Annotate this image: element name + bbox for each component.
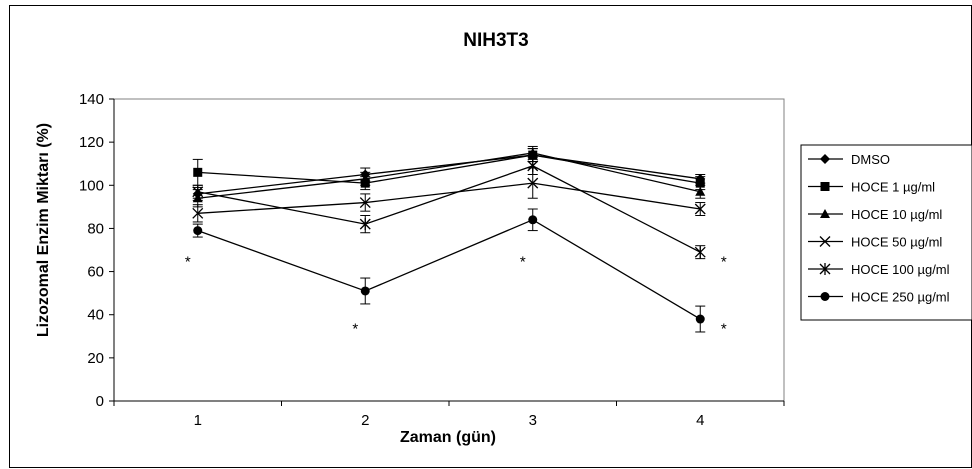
data-point bbox=[193, 167, 203, 177]
y-tick-label: 20 bbox=[87, 350, 104, 367]
series-line bbox=[197, 154, 701, 184]
legend-marker bbox=[820, 209, 830, 218]
legend-item: DMSO bbox=[808, 152, 890, 167]
significance-star: * bbox=[352, 321, 358, 338]
data-point bbox=[359, 197, 371, 209]
legend-marker bbox=[820, 292, 830, 301]
significance-star: * bbox=[721, 321, 727, 338]
chart-title: NIH3T3 bbox=[463, 30, 528, 51]
data-point bbox=[527, 159, 539, 172]
legend-marker bbox=[819, 236, 831, 247]
data-point bbox=[695, 186, 706, 196]
legend-marker bbox=[820, 182, 830, 191]
data-point bbox=[694, 246, 706, 259]
y-tick-label: 100 bbox=[79, 177, 104, 194]
data-point bbox=[695, 314, 705, 324]
series-line bbox=[197, 152, 701, 199]
x-tick-label: 4 bbox=[696, 412, 704, 429]
x-axis-title: Zaman (gün) bbox=[400, 429, 496, 446]
legend-item: HOCE 250 µg/ml bbox=[808, 290, 950, 305]
significance-star: * bbox=[721, 254, 727, 271]
data-point bbox=[192, 207, 204, 219]
y-tick-label: 40 bbox=[87, 307, 104, 324]
legend-marker bbox=[820, 154, 830, 164]
data-point bbox=[528, 215, 538, 225]
legend-item: HOCE 1 µg/ml bbox=[808, 180, 935, 195]
y-axis-title: Lizozomal Enzim Miktarı (%) bbox=[35, 123, 52, 337]
series-line bbox=[197, 219, 701, 320]
y-tick-label: 140 bbox=[79, 91, 104, 108]
data-point bbox=[527, 147, 538, 157]
data-point bbox=[359, 218, 371, 231]
legend-label: HOCE 100 µg/ml bbox=[851, 262, 950, 277]
series-line bbox=[197, 154, 701, 195]
data-point bbox=[694, 203, 706, 215]
legend-label: HOCE 50 µg/ml bbox=[851, 235, 942, 250]
legend-label: HOCE 250 µg/ml bbox=[851, 290, 950, 305]
legend-item: HOCE 10 µg/ml bbox=[808, 207, 942, 222]
x-tick-label: 1 bbox=[194, 412, 202, 429]
data-point bbox=[193, 226, 203, 236]
data-point bbox=[192, 185, 204, 198]
y-tick-label: 120 bbox=[79, 134, 104, 151]
legend-marker bbox=[819, 263, 831, 275]
plot-area: 0 20 40 60 80 100 120 140 1 2 3 4 * * * * * bbox=[79, 91, 785, 429]
legend-item: HOCE 100 µg/ml bbox=[808, 262, 950, 277]
data-point bbox=[527, 177, 539, 189]
series-asterisk bbox=[192, 156, 706, 260]
data-point bbox=[695, 178, 705, 188]
legend-label: DMSO bbox=[851, 152, 890, 167]
x-tick-label: 3 bbox=[529, 412, 537, 429]
data-point bbox=[360, 286, 370, 296]
legend: DMSO HOCE 1 µg/ml HOCE 10 µg/ml HOCE 50 µg/… bbox=[800, 144, 972, 321]
y-tick-label: 80 bbox=[87, 220, 104, 237]
series-line bbox=[197, 165, 701, 253]
legend-box bbox=[800, 144, 972, 321]
x-tick-label: 2 bbox=[361, 412, 369, 429]
significance-star: * bbox=[520, 254, 526, 271]
y-tick-label: 60 bbox=[87, 264, 104, 281]
legend-item: HOCE 50 µg/ml bbox=[808, 235, 942, 250]
series-circle bbox=[192, 208, 706, 333]
legend-label: HOCE 1 µg/ml bbox=[851, 180, 935, 195]
y-tick-label: 0 bbox=[96, 393, 104, 410]
plot-box bbox=[113, 98, 785, 402]
data-point bbox=[360, 173, 371, 183]
legend-label: HOCE 10 µg/ml bbox=[851, 207, 942, 222]
significance-star: * bbox=[185, 254, 191, 271]
